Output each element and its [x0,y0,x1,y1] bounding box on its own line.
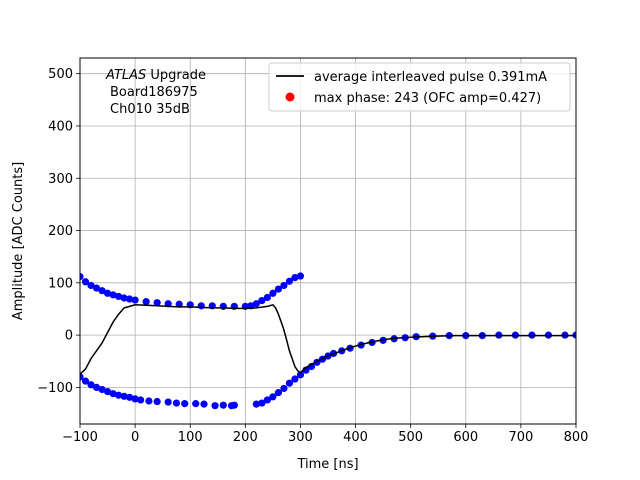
legend-label-average-pulse: average interleaved pulse 0.391mA [314,70,547,85]
sample-point [172,399,181,407]
sample-point [92,284,101,292]
x-tick-label: −100 [62,430,98,445]
annotation-line-1: ATLAS Upgrade [105,68,206,83]
sample-point [274,389,282,397]
axes-frame [79,57,577,425]
average-pulse-line [80,303,576,375]
sample-point [98,385,106,394]
annotation-atlas: ATLAS [105,68,146,83]
plot-area [80,272,576,410]
y-tick-label: 300 [48,172,73,187]
sample-point [164,300,172,308]
x-tick-label: 700 [508,430,533,445]
sample-point [192,400,200,408]
x-axis-label: Time [ns] [296,457,358,472]
sample-point [87,381,95,389]
sample-point [103,289,112,297]
sample-point [120,294,128,302]
sample-point [109,291,117,299]
y-axis-label: Amplitude [ADC Counts] [11,162,26,320]
x-tick-label: 800 [564,430,589,445]
sample-point [269,393,277,401]
sample-point [252,300,260,308]
y-tick-label: 400 [48,119,73,134]
sample-point [181,400,189,408]
sample-point [280,384,288,393]
sample-point [296,371,305,379]
sample-point [211,402,219,410]
sample-point [126,393,134,401]
atlas-annotation: ATLAS Upgrade Board186975 Ch010 35dB [105,68,206,117]
axes-background [80,58,576,424]
sample-point [131,296,139,304]
sample-point [92,383,101,391]
sample-point [291,274,299,282]
sample-point [285,277,294,285]
x-tick-label: 300 [288,430,313,445]
legend: average interleaved pulse 0.391mA max ph… [268,62,571,112]
sample-point [81,377,90,385]
sample-point [263,396,271,404]
sample-point [200,400,208,408]
x-tick-label: 200 [233,430,258,445]
sample-point [126,295,134,303]
x-tick-label: 600 [453,430,478,445]
sample-point [114,292,123,301]
sample-point [98,287,106,295]
sample-point [269,289,277,297]
sample-point [175,300,183,308]
sample-point [296,272,305,280]
sample-point [274,285,282,293]
sample-point [164,398,172,406]
y-tick-label: 200 [48,224,73,239]
sample-point [252,400,260,408]
sample-point [258,297,266,305]
x-tick-label: 0 [131,430,139,445]
y-tick-label: 500 [48,67,73,82]
sample-point [291,375,299,383]
sample-point [153,397,161,406]
sample-point [219,302,227,310]
sample-point [285,379,294,387]
y-tick-label: −100 [37,381,73,396]
sample-point [103,387,112,396]
annotation-board: Board186975 [110,85,198,100]
sample-point [80,373,84,381]
sample-point [280,281,288,290]
sample-point [80,272,84,281]
sample-point [81,278,90,286]
sample-point [263,293,271,302]
annotation-upgrade: Upgrade [146,68,206,83]
sample-point [114,391,123,399]
sample-point [137,396,145,404]
y-tick-label: 0 [65,329,73,344]
sample-point [120,392,128,400]
sample-point [87,281,95,290]
x-tick-label: 500 [398,430,423,445]
sample-point [258,399,266,407]
sample-point [197,302,205,310]
x-tick-label: 100 [178,430,203,445]
sample-point [230,401,238,409]
legend-label-max-phase: max phase: 243 (OFC amp=0.427) [314,91,541,106]
sample-point [131,395,139,403]
annotation-channel: Ch010 35dB [110,102,190,117]
x-axis: −100 0 100 200 300 400 500 600 700 800 [62,424,588,445]
sample-point [145,397,153,405]
sample-point [153,299,161,307]
sample-point [109,390,117,398]
legend-marker-swatch [285,92,295,102]
sample-point [219,401,227,409]
sample-point [142,298,150,306]
x-tick-label: 400 [343,430,368,445]
y-tick-label: 100 [48,276,73,291]
y-axis: −100 0 100 200 300 400 500 [37,67,80,396]
legend-box [268,62,571,112]
